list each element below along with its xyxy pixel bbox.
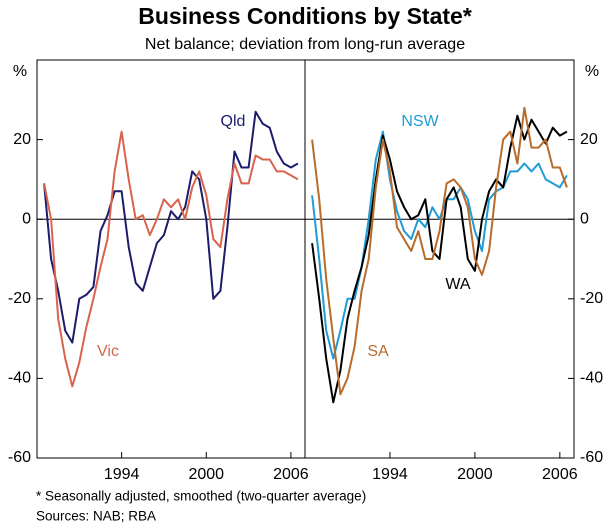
y-tick-label: -20: [580, 290, 603, 307]
series-line: [43, 130, 299, 388]
y-tick-label: -20: [8, 290, 31, 307]
footnote: * Seasonally adjusted, smoothed (two-qua…: [36, 489, 366, 504]
series-line: [311, 106, 568, 396]
y-tick-label: 0: [580, 210, 589, 227]
y-tick-label: 0: [22, 210, 31, 227]
x-tick-label: 2006: [273, 466, 309, 483]
series-line: [311, 114, 568, 404]
y-unit: %: [585, 63, 599, 80]
chart-subtitle: Net balance; deviation from long-run ave…: [145, 36, 465, 53]
x-tick-label: 2000: [457, 466, 493, 483]
y-tick-label: -40: [8, 370, 31, 387]
sources: Sources: NAB; RBA: [36, 509, 156, 524]
y-tick-label: -60: [580, 449, 603, 466]
x-tick-label: 2000: [188, 466, 224, 483]
y-tick-label: -60: [8, 449, 31, 466]
series-label: WA: [445, 276, 471, 293]
x-tick-label: 1994: [372, 466, 408, 483]
chart-title: Business Conditions by State*: [138, 3, 472, 29]
x-tick-label: 1994: [104, 466, 140, 483]
y-tick-label: 20: [580, 131, 598, 148]
series-line: [43, 110, 299, 344]
series-label: Vic: [97, 343, 119, 360]
y-tick-label: -40: [580, 370, 603, 387]
series-line: [311, 130, 568, 360]
x-tick-label: 2006: [542, 466, 578, 483]
y-tick-label: 20: [13, 131, 31, 148]
series-label: SA: [367, 343, 389, 360]
y-unit: %: [13, 63, 27, 80]
series-label: Qld: [221, 113, 246, 130]
series-label: NSW: [401, 113, 439, 130]
